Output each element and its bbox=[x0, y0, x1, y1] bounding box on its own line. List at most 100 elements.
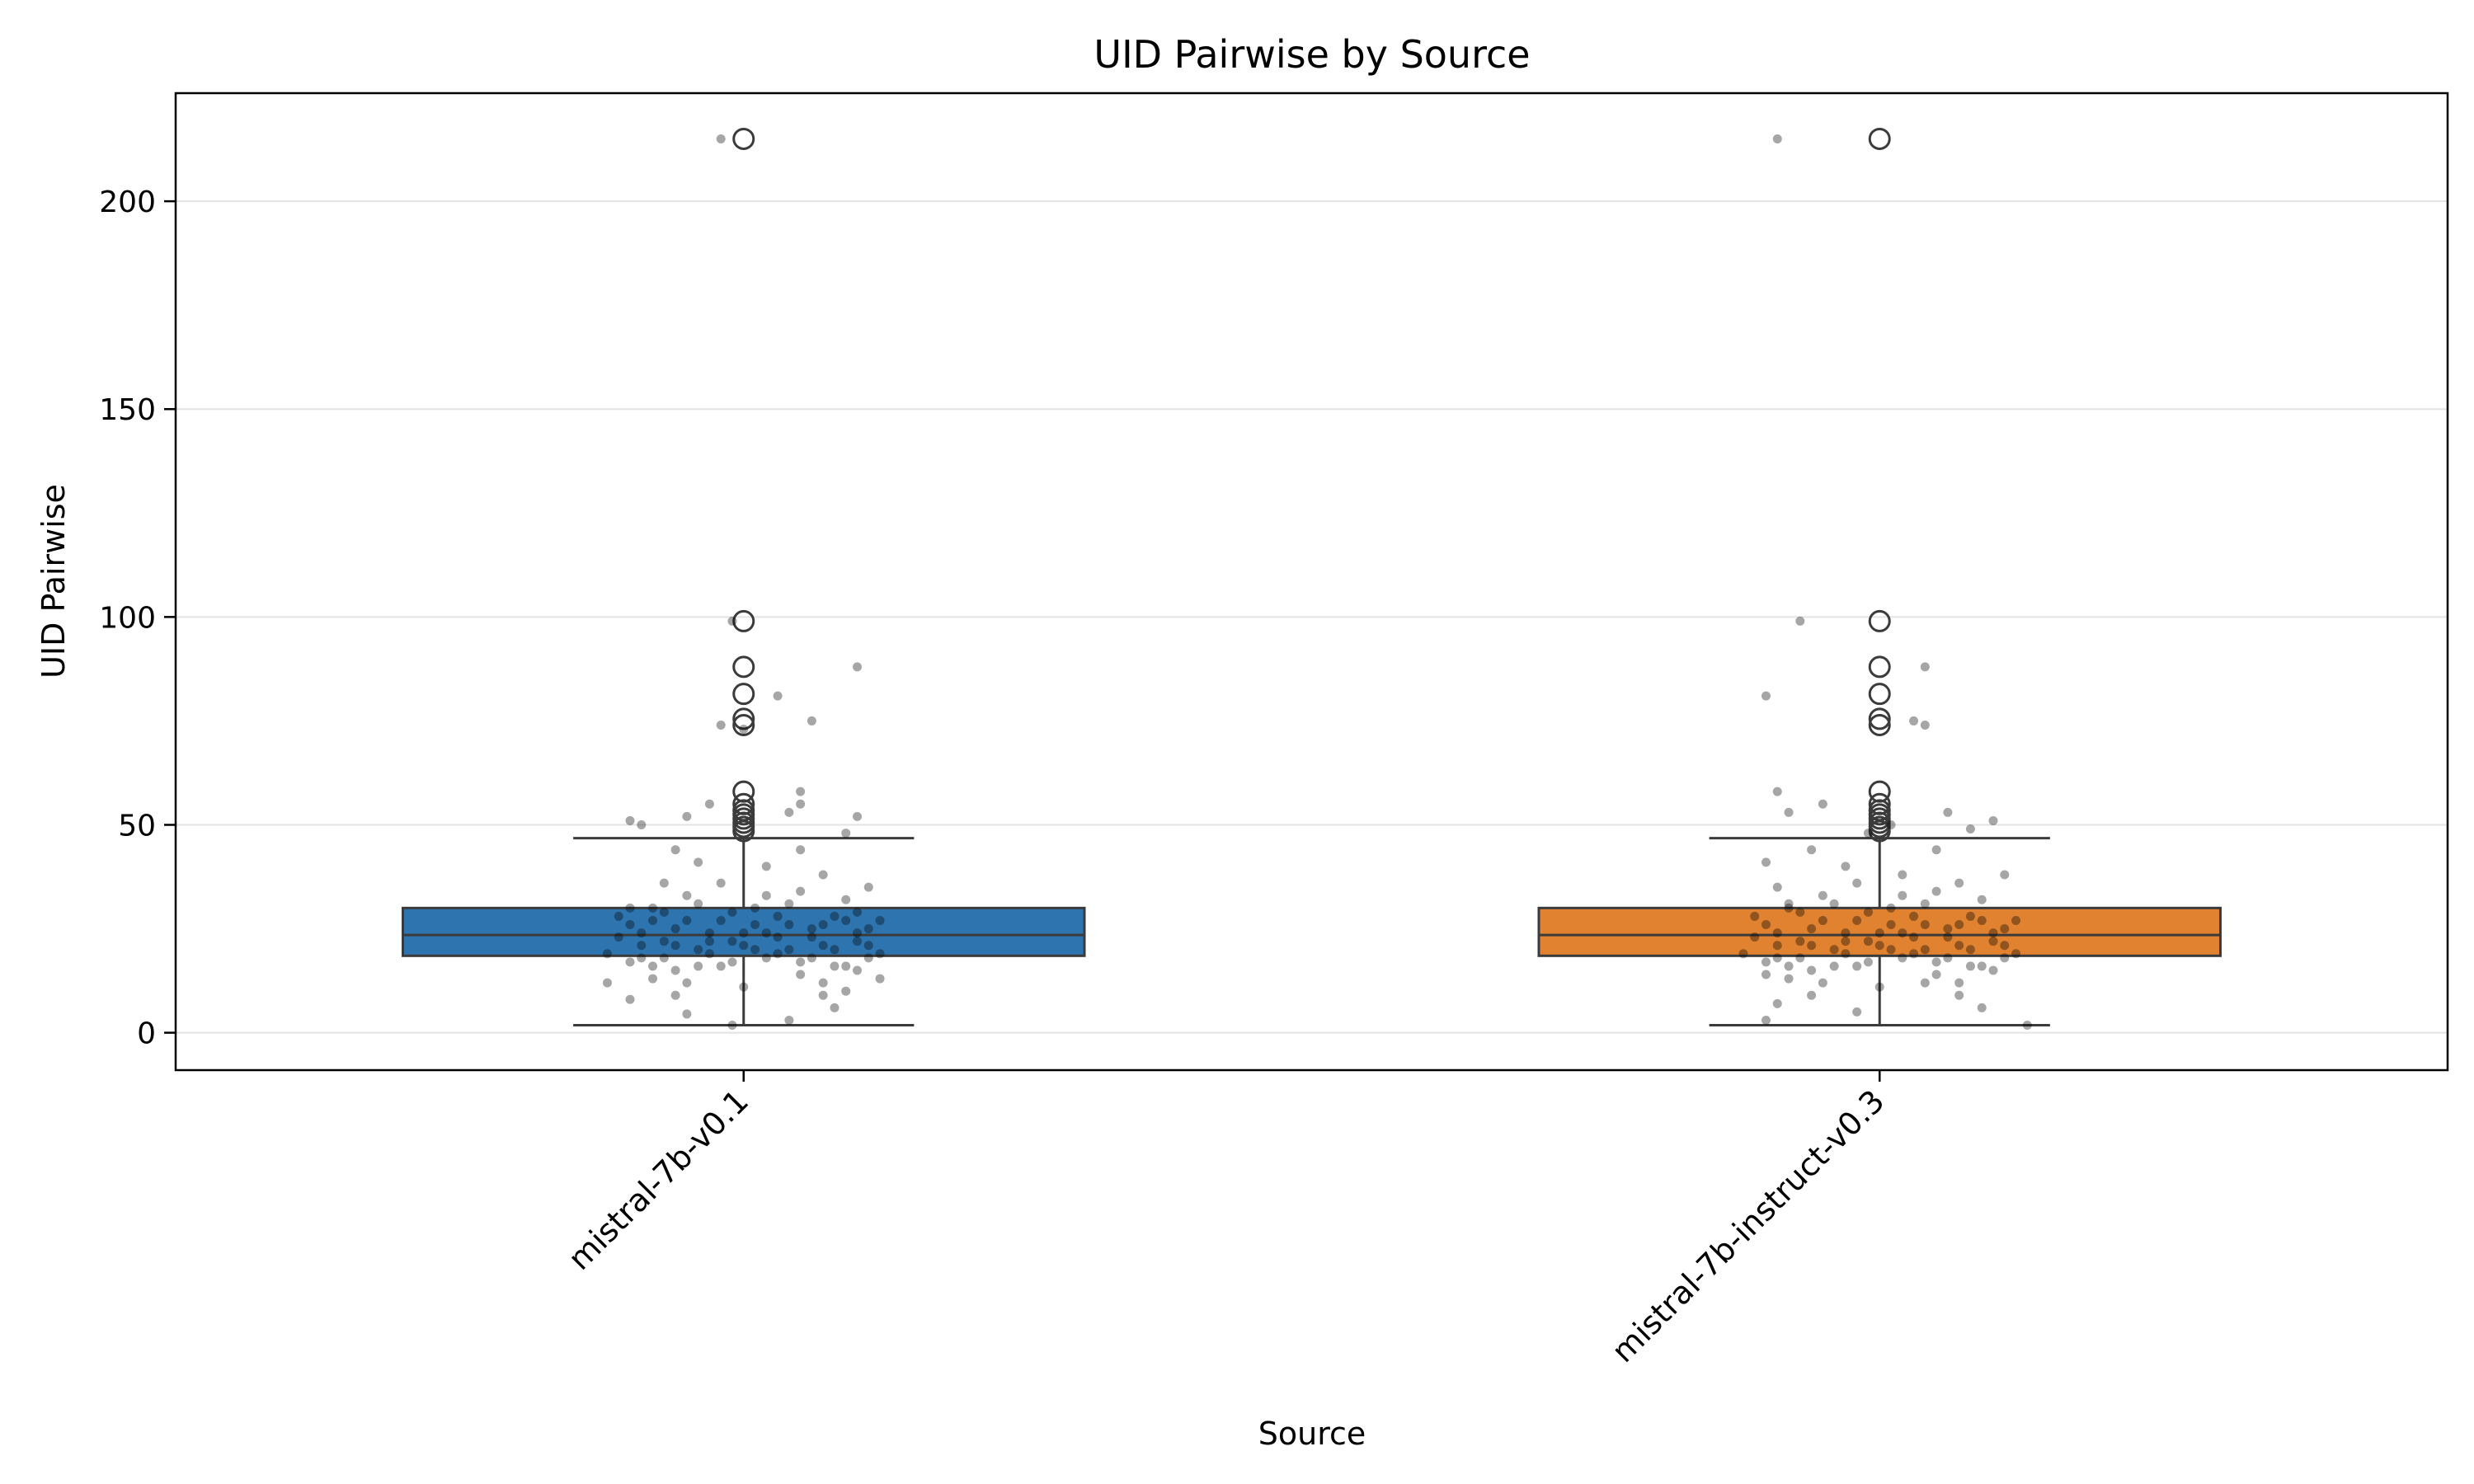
strip-point bbox=[807, 716, 816, 726]
strip-point bbox=[761, 862, 771, 871]
strip-point bbox=[1852, 961, 1862, 971]
strip-point bbox=[682, 915, 692, 925]
strip-point bbox=[1943, 807, 1953, 817]
strip-point bbox=[1920, 899, 1930, 909]
x-axis-label: Source bbox=[1258, 1416, 1366, 1452]
strip-point bbox=[682, 978, 692, 988]
strip-point bbox=[1761, 920, 1771, 930]
strip-point bbox=[1977, 915, 1987, 925]
strip-point bbox=[875, 949, 885, 959]
strip-point bbox=[1841, 928, 1851, 938]
strip-point bbox=[614, 911, 623, 921]
strip-point bbox=[648, 974, 658, 984]
strip-point bbox=[796, 970, 806, 979]
strip-point bbox=[2011, 915, 2021, 925]
strip-point bbox=[830, 945, 840, 955]
strip-point bbox=[1965, 945, 1975, 955]
strip-point bbox=[716, 878, 726, 888]
strip-point bbox=[1852, 1007, 1862, 1017]
gridlines bbox=[176, 200, 2448, 1034]
strip-point bbox=[784, 899, 794, 909]
strip-point bbox=[1943, 932, 1953, 942]
strip-point bbox=[875, 915, 885, 925]
strip-point bbox=[773, 691, 783, 701]
outlier-marker bbox=[1868, 127, 1891, 150]
strip-point bbox=[637, 819, 647, 829]
strip-point bbox=[1909, 932, 1919, 942]
strip-point bbox=[670, 990, 680, 1000]
strip-point bbox=[1909, 911, 1919, 921]
strip-point bbox=[670, 941, 680, 951]
strip-point bbox=[807, 932, 816, 942]
strip-point bbox=[841, 915, 851, 925]
strip-point bbox=[761, 928, 771, 938]
strip-point bbox=[1886, 945, 1896, 955]
strip-point bbox=[784, 1015, 794, 1025]
strip-point bbox=[1807, 845, 1817, 855]
strip-point bbox=[841, 961, 851, 971]
strip-point bbox=[1954, 990, 1964, 1000]
strip-point bbox=[1898, 870, 1907, 880]
strip-point bbox=[1863, 907, 1873, 917]
strip-point bbox=[830, 961, 840, 971]
strip-point bbox=[625, 994, 635, 1004]
strip-points-layer bbox=[602, 134, 2032, 1031]
strip-point bbox=[1750, 932, 1760, 942]
strip-point bbox=[602, 978, 612, 988]
strip-point bbox=[727, 907, 737, 917]
strip-point bbox=[614, 932, 623, 942]
strip-point bbox=[659, 907, 669, 917]
strip-point bbox=[1874, 928, 1884, 938]
strip-point bbox=[796, 845, 806, 855]
strip-point bbox=[1920, 945, 1930, 955]
strip-point bbox=[1920, 720, 1930, 730]
strip-point bbox=[1886, 903, 1896, 913]
strip-point bbox=[1898, 928, 1907, 938]
boxes-layer bbox=[402, 127, 2222, 1027]
strip-point bbox=[1931, 845, 1941, 855]
strip-point bbox=[807, 924, 816, 934]
strip-point bbox=[818, 978, 828, 988]
strip-point bbox=[2011, 949, 2021, 959]
strip-point bbox=[739, 725, 749, 735]
strip-point bbox=[1795, 953, 1805, 963]
strip-point bbox=[682, 890, 692, 900]
strip-point bbox=[1988, 928, 1998, 938]
strip-point bbox=[1920, 662, 1930, 672]
strip-point bbox=[1772, 953, 1782, 963]
strip-point bbox=[796, 886, 806, 896]
strip-point bbox=[2022, 1021, 2032, 1031]
strip-point bbox=[853, 965, 862, 975]
strip-point bbox=[1931, 970, 1941, 979]
strip-point bbox=[1886, 819, 1896, 829]
strip-point bbox=[863, 953, 873, 963]
strip-point bbox=[1863, 829, 1873, 838]
strip-point bbox=[648, 903, 658, 913]
strip-point bbox=[1795, 907, 1805, 917]
strip-point bbox=[1920, 978, 1930, 988]
strip-point bbox=[1738, 949, 1748, 959]
y-tick-label: 150 bbox=[99, 393, 156, 427]
outlier-marker bbox=[1868, 655, 1891, 679]
strip-point bbox=[625, 920, 635, 930]
strip-point bbox=[2000, 953, 2010, 963]
strip-point bbox=[1829, 945, 1839, 955]
strip-point bbox=[1841, 949, 1851, 959]
strip-point bbox=[1965, 824, 1975, 834]
strip-point bbox=[818, 990, 828, 1000]
box-group bbox=[1537, 127, 2222, 1027]
strip-point bbox=[818, 870, 828, 880]
strip-point bbox=[853, 937, 862, 946]
strip-point bbox=[784, 920, 794, 930]
chart-title: UID Pairwise by Source bbox=[1094, 32, 1530, 77]
y-tick-label: 100 bbox=[99, 601, 156, 635]
strip-point bbox=[1818, 799, 1827, 809]
y-tick-label: 50 bbox=[118, 809, 156, 843]
strip-point bbox=[694, 961, 703, 971]
strip-point bbox=[1841, 937, 1851, 946]
strip-point bbox=[818, 941, 828, 951]
strip-point bbox=[727, 937, 737, 946]
strip-point bbox=[1988, 965, 1998, 975]
strip-point bbox=[1898, 890, 1907, 900]
